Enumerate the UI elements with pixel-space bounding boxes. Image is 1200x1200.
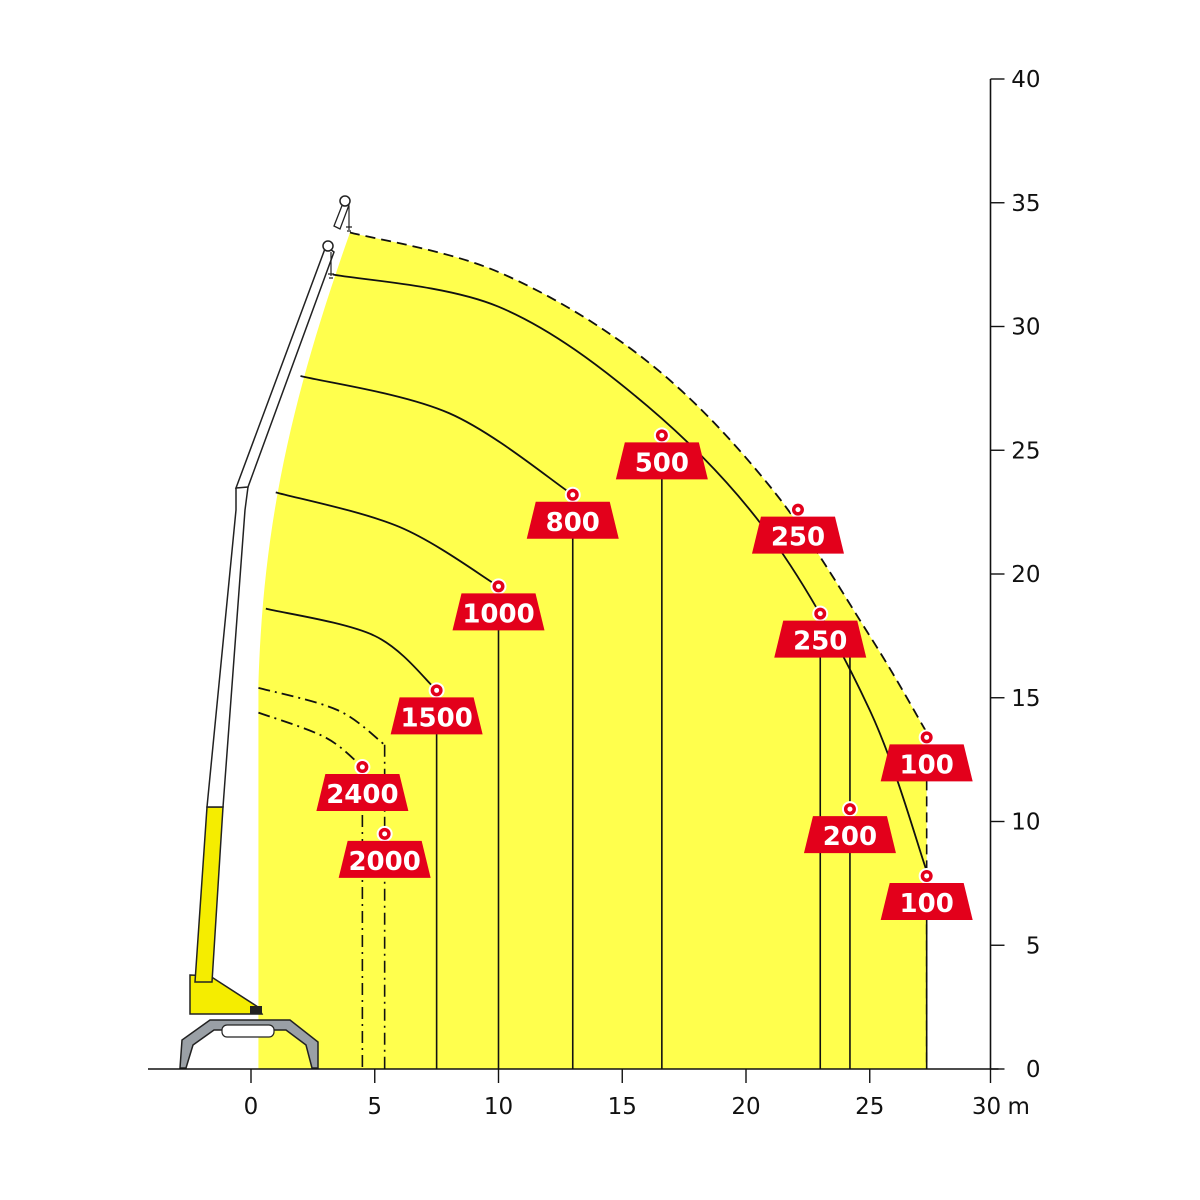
load-weight-5: 800 xyxy=(526,486,619,539)
y-tick-label-40: 40 xyxy=(1011,67,1040,93)
load-curves xyxy=(258,231,928,872)
x-axis-unit: m xyxy=(1008,1094,1030,1120)
load-weight-ring-hole xyxy=(570,492,576,498)
y-tick-label-5: 5 xyxy=(1026,933,1041,959)
load-weight-1: 2400 xyxy=(316,759,409,812)
x-tick-label-25: 25 xyxy=(855,1094,884,1120)
load-curve-6 xyxy=(258,686,386,746)
load-curve-5 xyxy=(265,607,438,692)
load-curve-4 xyxy=(275,491,499,588)
load-curve-2 xyxy=(332,273,928,872)
load-weight-label: 1000 xyxy=(462,599,534,629)
y-tick-label-10: 10 xyxy=(1011,810,1040,836)
load-weight-label: 200 xyxy=(823,822,877,852)
load-weight-body xyxy=(774,620,867,658)
load-weight-label: 1500 xyxy=(400,703,472,733)
load-weight-body xyxy=(338,840,431,878)
crane-turret-cap xyxy=(250,1006,262,1014)
load-weight-body xyxy=(316,774,409,812)
load-weight-4: 1000 xyxy=(452,578,545,631)
load-weights: 2400 2000 1500 1000 800 500 250 250 200 100 100 xyxy=(316,427,973,920)
load-weight-ring-hole xyxy=(382,831,388,837)
y-tick-label-20: 20 xyxy=(1011,562,1040,588)
y-tick-label-15: 15 xyxy=(1011,686,1040,712)
load-weight-body xyxy=(390,697,483,735)
load-weight-body xyxy=(615,442,708,480)
load-weight-ring-hole xyxy=(924,873,930,879)
load-weight-8: 250 xyxy=(774,605,867,658)
crane-fly-jib xyxy=(333,202,350,230)
y-tick-label-30: 30 xyxy=(1011,315,1040,341)
load-weight-label: 500 xyxy=(635,448,689,478)
load-weight-ring-hole xyxy=(496,583,501,589)
load-weight-label: 100 xyxy=(900,889,954,919)
load-weight-label: 2000 xyxy=(348,847,420,877)
load-weight-3: 1500 xyxy=(390,682,483,735)
load-weight-body xyxy=(751,516,844,554)
load-weight-ring-hole xyxy=(434,687,440,693)
load-weight-6: 500 xyxy=(615,427,708,480)
load-weight-ring-hole xyxy=(847,806,853,812)
load-weight-ring-hole xyxy=(817,611,823,617)
load-weight-9: 200 xyxy=(803,801,896,854)
load-weight-label: 2400 xyxy=(326,780,398,810)
load-weight-body xyxy=(803,816,896,854)
crane-boom-telescopic xyxy=(206,478,249,808)
load-weight-10: 100 xyxy=(880,729,973,782)
load-weight-ring-hole xyxy=(795,507,801,513)
x-tick-label-20: 20 xyxy=(731,1094,760,1120)
y-tick-label-35: 35 xyxy=(1011,191,1040,217)
crane-base-plate xyxy=(221,1024,275,1038)
load-weight-2: 2000 xyxy=(338,825,431,878)
load-weight-ring-hole xyxy=(659,432,665,438)
load-weight-label: 800 xyxy=(546,508,600,538)
y-tick-label-25: 25 xyxy=(1011,438,1040,464)
load-weight-ring-hole xyxy=(359,764,365,770)
load-weight-body xyxy=(526,501,619,539)
load-weight-label: 100 xyxy=(900,750,954,780)
crane-fly-jib-hook xyxy=(346,226,352,232)
load-weight-label: 250 xyxy=(793,627,847,657)
radius-lines xyxy=(361,435,928,1069)
x-tick-label-5: 5 xyxy=(367,1094,382,1120)
load-weight-body xyxy=(880,744,973,782)
crane-boom-base xyxy=(194,806,224,983)
x-tick-label-15: 15 xyxy=(608,1094,637,1120)
load-weight-label: 250 xyxy=(771,523,825,553)
load-weight-body xyxy=(880,882,973,920)
x-tick-label-30: 30 xyxy=(972,1094,1001,1120)
crane-jib xyxy=(234,244,335,489)
x-tick-label-0: 0 xyxy=(244,1094,259,1120)
load-curve-3 xyxy=(300,375,574,496)
crane-fly-jib-pulley xyxy=(339,195,351,207)
load-curve-7 xyxy=(258,711,363,768)
y-tick-label-0: 0 xyxy=(1026,1057,1041,1083)
crane-jib-pulley xyxy=(322,240,334,252)
x-tick-label-10: 10 xyxy=(484,1094,513,1120)
load-weight-11: 100 xyxy=(880,867,973,920)
load-weight-7: 250 xyxy=(751,501,844,554)
load-weight-body xyxy=(452,593,545,631)
axes: 0 5 10 15 20 25 30 m 0 5 10 15 20 25 30 35 40 xyxy=(148,67,1041,1120)
crane-illustration xyxy=(179,195,352,1069)
load-weight-ring-hole xyxy=(924,734,930,740)
load-curve-1 xyxy=(349,231,928,733)
